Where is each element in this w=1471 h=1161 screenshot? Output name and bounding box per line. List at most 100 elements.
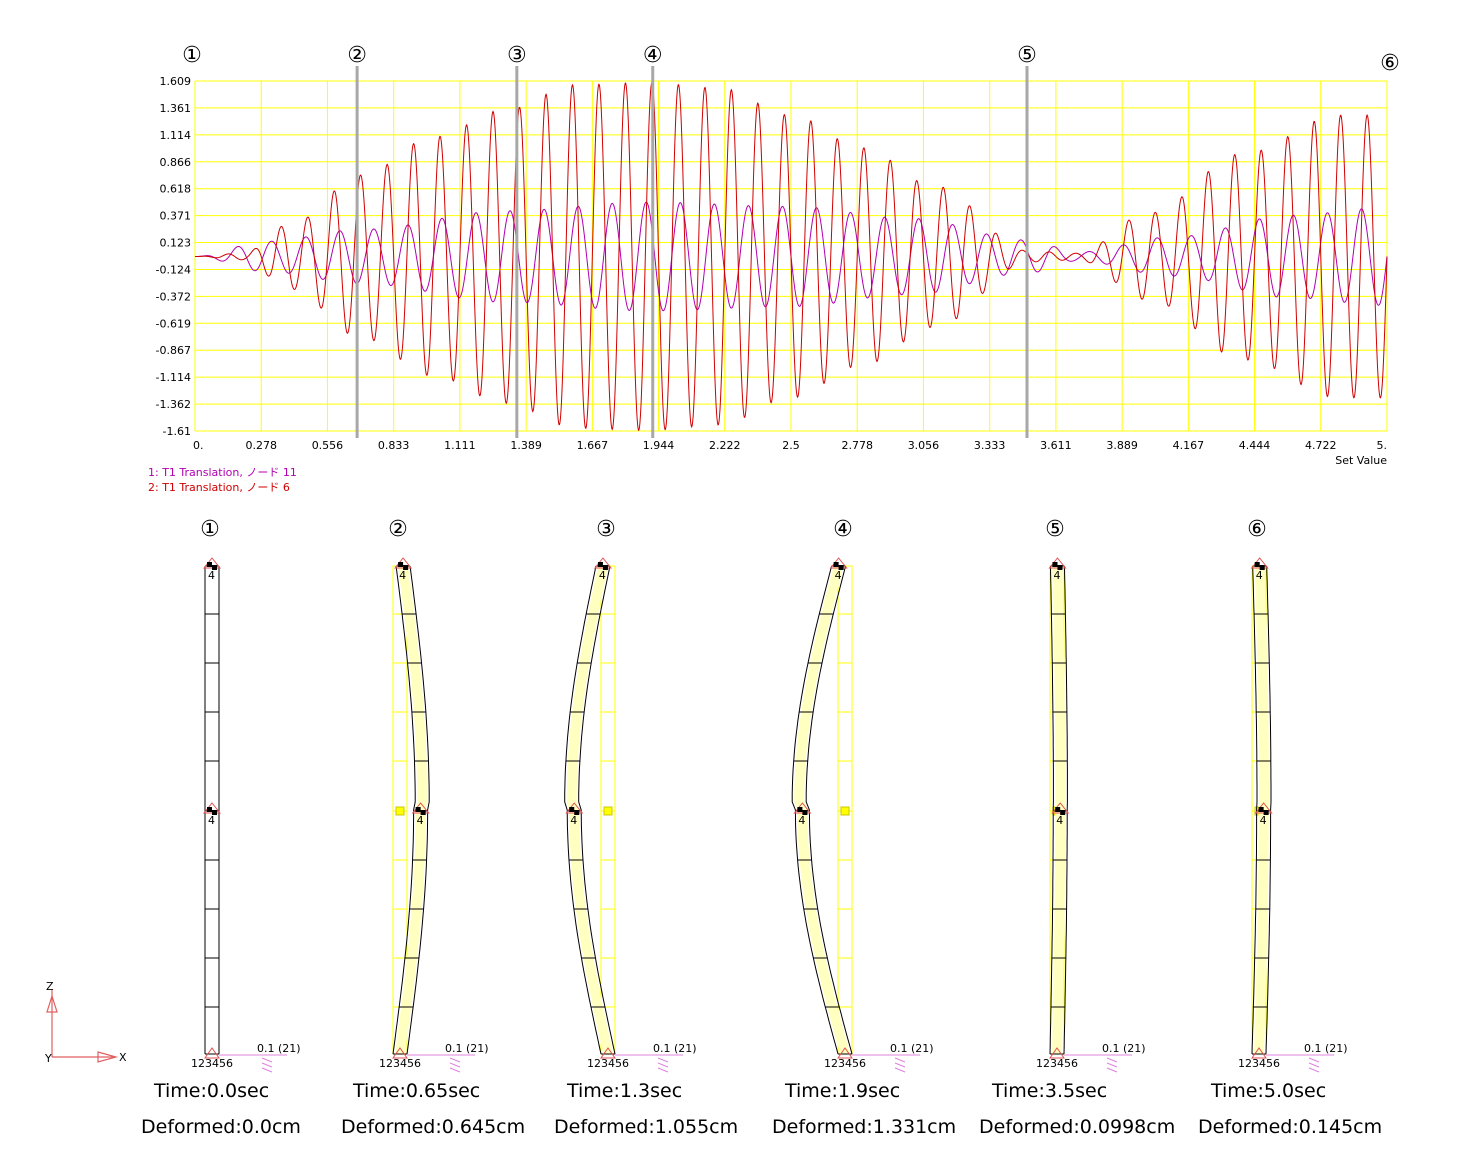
snapshot-time-label: Time:1.3sec [567, 1080, 683, 1102]
y-tick-label: -1.362 [156, 398, 191, 411]
snapshot-marker-label: ② [388, 517, 408, 542]
node-marker [1060, 810, 1066, 815]
scale-label: 0.1 (21) [257, 1042, 301, 1055]
x-tick-label: 4.444 [1239, 439, 1271, 452]
x-tick-label: 2.778 [841, 439, 873, 452]
support-icon [837, 1047, 853, 1059]
time-history-plot: 1.609 1.361 1.114 0.866 0.618 0.371 0.123 -0.12… [156, 43, 1400, 467]
snapshot-deformed-label: Deformed:0.145cm [1198, 1116, 1383, 1138]
x-tick-label: 1.389 [510, 439, 542, 452]
scale-hatch [449, 1057, 461, 1073]
base-node-label: 123456 [1036, 1057, 1078, 1070]
node-tag: 4 [417, 814, 424, 827]
node-marker [602, 565, 608, 570]
node-marker [1254, 562, 1260, 567]
marker-label: ④ [643, 43, 663, 68]
y-tick-label: -0.619 [156, 317, 191, 330]
node-tag: 4 [1256, 569, 1263, 582]
triad-x-label: X [119, 1051, 127, 1064]
marker-label: ② [347, 43, 367, 68]
x-tick-label: 0. [193, 439, 204, 452]
scale-hatch [1106, 1057, 1118, 1073]
series-line-2 [195, 81, 1388, 432]
snapshot-marker-label: ① [200, 517, 220, 542]
node-tag: 4 [1056, 814, 1063, 827]
base-node-label: 123456 [824, 1057, 866, 1070]
deformed-edge-right [406, 565, 430, 1055]
node-tag: 4 [599, 569, 606, 582]
x-tick-label: 3.056 [908, 439, 940, 452]
snapshot-3: 4 4 123456 0.1 (21) ③ [564, 517, 697, 1073]
deformed-edge-right [805, 565, 853, 1055]
node-tag: 4 [1053, 569, 1060, 582]
base-node-label: 123456 [379, 1057, 421, 1070]
node-marker [403, 565, 409, 570]
x-tick-label: 0.278 [245, 439, 277, 452]
y-tick-label: 0.618 [160, 183, 192, 196]
marker-label: ① [182, 43, 202, 68]
deformed-edge-left [1049, 565, 1054, 1055]
snapshot-time-label: Time:0.0sec [154, 1080, 270, 1102]
snapshot-deformed-label: Deformed:0.645cm [341, 1116, 526, 1138]
support-icon [204, 1047, 220, 1059]
deformed-edge-left [392, 565, 416, 1055]
deformed-fill [395, 566, 428, 1054]
deformed-edge-right [1063, 565, 1068, 1055]
deformed-edge-left [564, 565, 602, 1055]
x-axis-label: Set Value [1335, 454, 1387, 467]
node-marker [1258, 807, 1264, 812]
x-tick-label: 4.167 [1173, 439, 1205, 452]
y-tick-label: -1.114 [156, 371, 191, 384]
axes-triad: Z X Y [44, 980, 127, 1065]
snapshot-time-label: Time:0.65sec [353, 1080, 481, 1102]
y-tick-label: 1.114 [160, 129, 192, 142]
undeformed-node [603, 806, 613, 816]
deformed-fill [794, 566, 850, 1054]
y-tick-label: -0.124 [156, 263, 191, 276]
node-marker [207, 807, 212, 812]
node-marker [398, 562, 404, 567]
node-marker [574, 810, 580, 815]
snapshot-deformed-label: Deformed:1.331cm [772, 1116, 957, 1138]
marker-label: ③ [507, 43, 527, 68]
snapshot-deformed-label: Deformed:0.0998cm [979, 1116, 1176, 1138]
scale-label: 0.1 (21) [445, 1042, 489, 1055]
x-tick-label: 3.333 [974, 439, 1006, 452]
node-marker [420, 810, 426, 815]
snapshot-6: 4 4 123456 0.1 (21) ⑥ [1238, 517, 1348, 1073]
node-marker [415, 807, 421, 812]
node-marker [212, 565, 217, 570]
snapshot-time-label: Time:1.9sec [785, 1080, 901, 1102]
y-tick-label: 0.866 [160, 156, 192, 169]
support-icon [1251, 1047, 1267, 1059]
node-tag: 4 [208, 569, 215, 582]
scale-hatch [1308, 1057, 1320, 1073]
deformed-edge-right [578, 565, 616, 1055]
node-tag: 4 [835, 569, 842, 582]
node-marker [838, 565, 844, 570]
support-icon [1049, 1047, 1065, 1059]
deformed-edge-left [791, 565, 839, 1055]
snapshot-marker-label: ③ [596, 517, 616, 542]
x-tick-label: 4.722 [1305, 439, 1337, 452]
node-marker [1055, 807, 1061, 812]
deformed-edge-left [1251, 565, 1258, 1055]
scale-label: 0.1 (21) [890, 1042, 934, 1055]
node-marker [1263, 810, 1269, 815]
y-tick-label: 0.371 [160, 210, 192, 223]
node-marker [212, 810, 217, 815]
scale-label: 0.1 (21) [1304, 1042, 1348, 1055]
y-tick-label: -0.372 [156, 290, 191, 303]
x-tick-label: 5. [1377, 439, 1388, 452]
node-marker [802, 810, 808, 815]
snapshot-marker-label: ④ [833, 517, 853, 542]
scale-hatch [657, 1057, 669, 1073]
scale-hatch [894, 1057, 906, 1073]
legend-entry: 1: T1 Translation, ノード 11 [148, 466, 297, 479]
x-tick-label: 3.889 [1106, 439, 1138, 452]
node-tag: 4 [1260, 814, 1267, 827]
triad-y-label: Y [44, 1052, 52, 1065]
snapshot-marker-label: ⑥ [1247, 517, 1267, 542]
support-icon [600, 1047, 616, 1059]
node-tag: 4 [399, 569, 406, 582]
